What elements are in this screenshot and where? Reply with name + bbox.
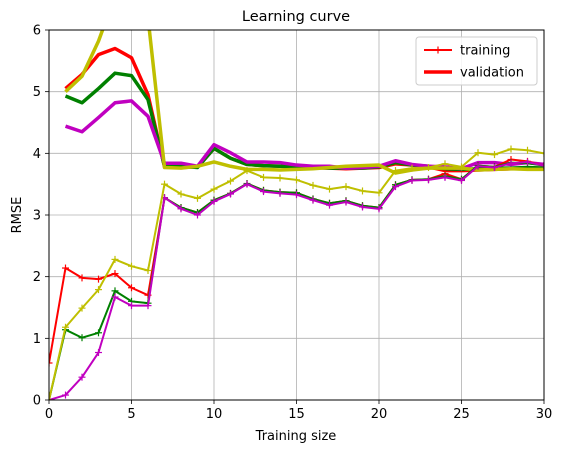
training-point — [474, 149, 482, 157]
y-tick-label: 3 — [33, 209, 41, 224]
y-tick-label: 1 — [33, 332, 41, 347]
training-point — [309, 181, 317, 189]
training-point — [342, 183, 350, 191]
training-point — [342, 198, 350, 206]
y-tick-label: 6 — [33, 24, 41, 39]
training-point — [392, 167, 399, 175]
training-point — [458, 176, 465, 184]
training-point — [359, 203, 366, 211]
x-tick-label: 0 — [45, 407, 53, 422]
training-point — [128, 302, 135, 310]
training-point — [78, 373, 86, 381]
training-point — [227, 190, 234, 198]
training-point — [392, 183, 399, 191]
training-point — [524, 158, 531, 166]
training-point — [359, 187, 366, 195]
training-point — [194, 194, 201, 202]
training-point — [441, 160, 449, 168]
training-point — [95, 349, 102, 357]
training-point — [491, 151, 498, 159]
training-point — [78, 304, 86, 312]
training-point — [540, 162, 544, 170]
training-point — [243, 180, 251, 188]
legend-label-0: training — [460, 44, 510, 59]
training-point — [161, 180, 168, 188]
y-tick-label: 2 — [33, 270, 41, 285]
training-point — [78, 274, 86, 282]
training-point — [177, 205, 185, 213]
legend-label-1: validation — [460, 66, 524, 81]
training-point — [425, 176, 432, 184]
training-point — [78, 334, 86, 342]
x-tick-label: 10 — [206, 407, 223, 422]
training-point — [128, 262, 135, 270]
training-point — [293, 191, 300, 199]
training-point — [111, 255, 119, 263]
x-tick-label: 5 — [127, 407, 135, 422]
training-point — [210, 197, 218, 205]
x-tick-label: 15 — [288, 407, 305, 422]
chart-title: Learning curve — [242, 9, 350, 25]
training-point — [62, 391, 69, 399]
training-point — [540, 149, 544, 157]
y-tick-label: 4 — [33, 147, 41, 162]
training-point — [95, 275, 102, 283]
training-point — [210, 185, 218, 193]
validation-line-7 — [64, 30, 544, 175]
training-point — [458, 163, 465, 171]
y-tick-label: 0 — [33, 394, 41, 409]
y-tick-label: 5 — [33, 85, 41, 100]
x-tick-label: 20 — [371, 407, 388, 422]
x-tick-label: 30 — [536, 407, 553, 422]
training-point — [408, 176, 416, 184]
training-point — [326, 201, 333, 209]
training-point — [507, 159, 515, 167]
series-layer — [49, 30, 544, 400]
training-point — [111, 270, 119, 278]
training-point — [111, 293, 119, 301]
training-point — [474, 162, 482, 170]
training-point — [491, 164, 498, 172]
training-point — [95, 286, 102, 294]
training-point — [425, 164, 432, 172]
x-tick-label: 25 — [453, 407, 470, 422]
training-point — [177, 190, 185, 198]
training-point — [276, 174, 284, 182]
training-point — [49, 359, 53, 367]
training-point — [524, 146, 531, 154]
training-point — [227, 177, 234, 185]
training-point — [375, 205, 383, 213]
training-point — [375, 189, 383, 197]
training-point — [144, 302, 152, 310]
training-point — [95, 329, 102, 337]
training-point — [62, 323, 69, 331]
training-point — [194, 211, 201, 219]
training-point — [276, 189, 284, 197]
training-point — [111, 287, 119, 295]
training-point — [309, 196, 317, 204]
training-point — [408, 164, 416, 172]
training-point — [243, 167, 251, 175]
training-point — [128, 284, 135, 292]
training-point — [507, 145, 515, 153]
training-point — [293, 176, 300, 184]
y-axis-label: RMSE — [10, 197, 25, 234]
training-point — [326, 185, 333, 193]
legend: training validation — [415, 36, 538, 86]
training-point — [260, 188, 267, 196]
training-point — [62, 264, 69, 272]
training-point — [144, 267, 152, 274]
training-point — [441, 173, 449, 181]
axis-ticks: 0 5 10 15 20 25 30 0 1 2 3 4 5 6 — [33, 24, 553, 423]
x-axis-label: Training size — [255, 429, 337, 444]
training-point — [260, 173, 267, 181]
